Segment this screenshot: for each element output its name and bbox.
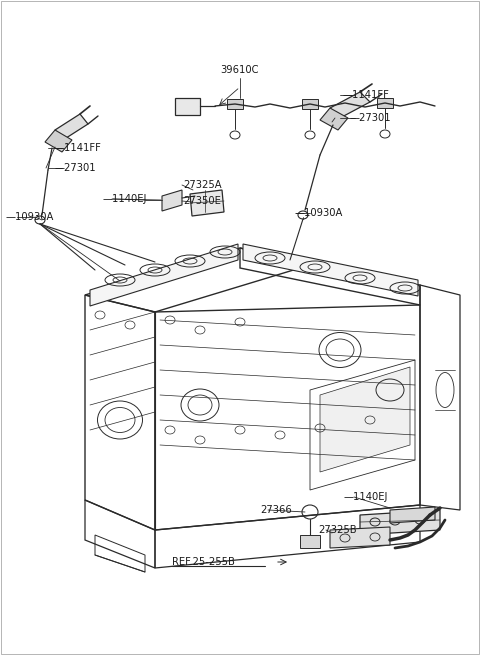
Polygon shape — [227, 99, 243, 109]
Text: 39610C: 39610C — [221, 65, 259, 75]
Polygon shape — [377, 98, 393, 108]
Polygon shape — [45, 130, 72, 152]
Polygon shape — [162, 190, 182, 211]
Text: —1141FF: —1141FF — [343, 90, 390, 100]
Text: 27325A: 27325A — [183, 180, 222, 190]
Polygon shape — [302, 99, 318, 109]
Text: 27366: 27366 — [260, 505, 292, 515]
Text: REF.25-255B: REF.25-255B — [172, 557, 235, 567]
Text: 27325B: 27325B — [318, 525, 357, 535]
Polygon shape — [390, 507, 435, 523]
Text: 27350E: 27350E — [183, 196, 221, 206]
Polygon shape — [175, 98, 200, 115]
Polygon shape — [360, 510, 440, 535]
Text: —1140EJ: —1140EJ — [103, 194, 147, 204]
Polygon shape — [320, 367, 410, 472]
Text: —27301: —27301 — [55, 163, 96, 173]
Polygon shape — [320, 108, 348, 130]
Text: —10930A: —10930A — [6, 212, 54, 222]
Polygon shape — [243, 244, 418, 296]
Polygon shape — [330, 92, 370, 118]
Text: —27301: —27301 — [350, 113, 392, 123]
Text: —10930A: —10930A — [295, 208, 343, 218]
Text: —1140EJ: —1140EJ — [344, 492, 388, 502]
Text: —1141FF: —1141FF — [55, 143, 102, 153]
Polygon shape — [330, 527, 390, 548]
Polygon shape — [55, 114, 88, 140]
Polygon shape — [90, 244, 238, 306]
Polygon shape — [300, 535, 320, 548]
Polygon shape — [190, 190, 224, 216]
